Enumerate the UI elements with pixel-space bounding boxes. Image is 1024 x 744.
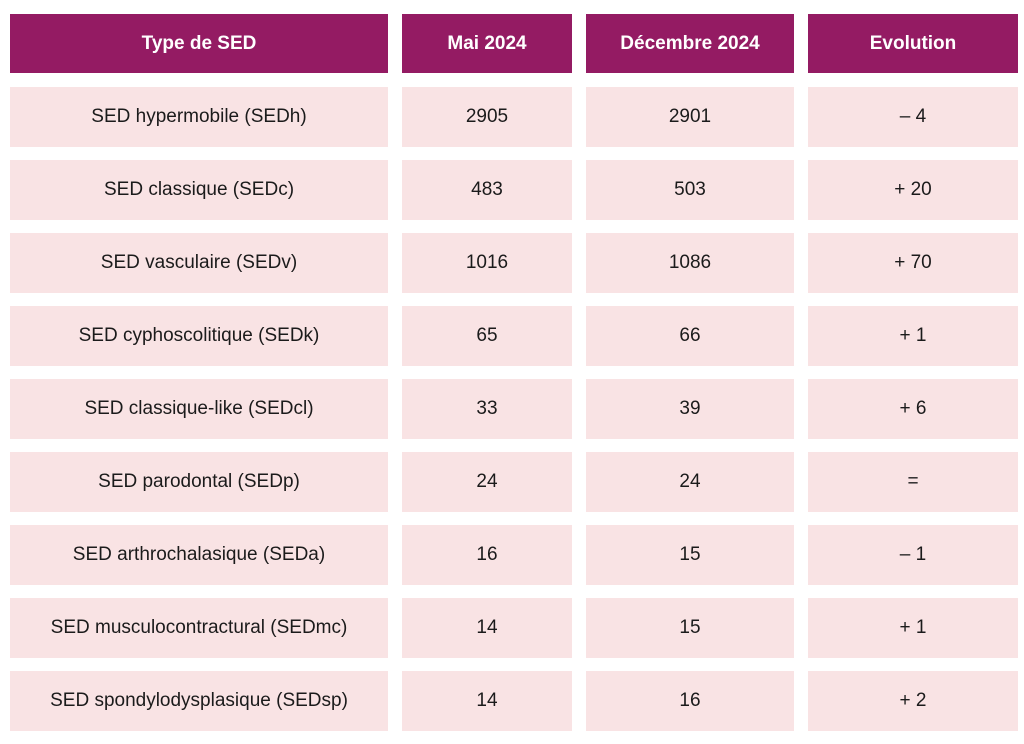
cell-type: SED vasculaire (SEDv) bbox=[10, 233, 388, 293]
cell-may-2024: 65 bbox=[402, 306, 572, 366]
cell-evolution: – 4 bbox=[808, 87, 1018, 147]
cell-december-2024: 24 bbox=[586, 452, 794, 512]
cell-december-2024: 39 bbox=[586, 379, 794, 439]
header-may-2024: Mai 2024 bbox=[402, 14, 572, 73]
table-header-row: Type de SED Mai 2024 Décembre 2024 Evolu… bbox=[10, 14, 1018, 73]
cell-december-2024: 2901 bbox=[586, 87, 794, 147]
cell-type: SED parodontal (SEDp) bbox=[10, 452, 388, 512]
cell-type: SED hypermobile (SEDh) bbox=[10, 87, 388, 147]
cell-type: SED classique (SEDc) bbox=[10, 160, 388, 220]
cell-evolution: + 1 bbox=[808, 306, 1018, 366]
cell-may-2024: 24 bbox=[402, 452, 572, 512]
cell-evolution: + 2 bbox=[808, 671, 1018, 731]
cell-may-2024: 483 bbox=[402, 160, 572, 220]
header-december-2024: Décembre 2024 bbox=[586, 14, 794, 73]
cell-evolution: + 6 bbox=[808, 379, 1018, 439]
cell-december-2024: 66 bbox=[586, 306, 794, 366]
cell-may-2024: 14 bbox=[402, 598, 572, 658]
table-row: SED vasculaire (SEDv) 1016 1086 + 70 bbox=[10, 233, 1018, 293]
table-row: SED arthrochalasique (SEDa) 16 15 – 1 bbox=[10, 525, 1018, 585]
cell-december-2024: 16 bbox=[586, 671, 794, 731]
table-row: SED parodontal (SEDp) 24 24 = bbox=[10, 452, 1018, 512]
cell-type: SED cyphoscolitique (SEDk) bbox=[10, 306, 388, 366]
cell-evolution: + 70 bbox=[808, 233, 1018, 293]
cell-december-2024: 15 bbox=[586, 525, 794, 585]
table-row: SED classique-like (SEDcl) 33 39 + 6 bbox=[10, 379, 1018, 439]
cell-december-2024: 503 bbox=[586, 160, 794, 220]
cell-december-2024: 1086 bbox=[586, 233, 794, 293]
header-type: Type de SED bbox=[10, 14, 388, 73]
cell-type: SED spondylodysplasique (SEDsp) bbox=[10, 671, 388, 731]
table-row: SED hypermobile (SEDh) 2905 2901 – 4 bbox=[10, 87, 1018, 147]
cell-evolution: + 20 bbox=[808, 160, 1018, 220]
cell-may-2024: 2905 bbox=[402, 87, 572, 147]
sed-comparison-table: Type de SED Mai 2024 Décembre 2024 Evolu… bbox=[10, 14, 1018, 744]
cell-type: SED arthrochalasique (SEDa) bbox=[10, 525, 388, 585]
cell-may-2024: 1016 bbox=[402, 233, 572, 293]
header-evolution: Evolution bbox=[808, 14, 1018, 73]
cell-evolution: = bbox=[808, 452, 1018, 512]
cell-type: SED classique-like (SEDcl) bbox=[10, 379, 388, 439]
table-row: SED classique (SEDc) 483 503 + 20 bbox=[10, 160, 1018, 220]
cell-evolution: + 1 bbox=[808, 598, 1018, 658]
table-row: SED cyphoscolitique (SEDk) 65 66 + 1 bbox=[10, 306, 1018, 366]
cell-may-2024: 16 bbox=[402, 525, 572, 585]
cell-december-2024: 15 bbox=[586, 598, 794, 658]
cell-may-2024: 14 bbox=[402, 671, 572, 731]
cell-may-2024: 33 bbox=[402, 379, 572, 439]
cell-evolution: – 1 bbox=[808, 525, 1018, 585]
cell-type: SED musculocontractural (SEDmc) bbox=[10, 598, 388, 658]
table-row: SED musculocontractural (SEDmc) 14 15 + … bbox=[10, 598, 1018, 658]
table-row: SED spondylodysplasique (SEDsp) 14 16 + … bbox=[10, 671, 1018, 731]
